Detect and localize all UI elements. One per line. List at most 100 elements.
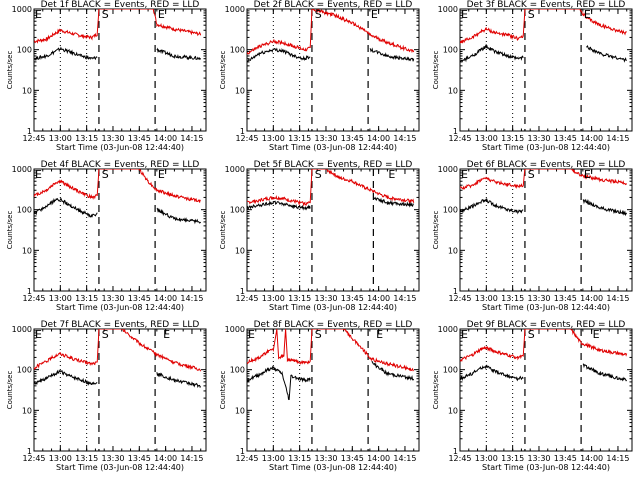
x-tick-label: 13:45 [128, 294, 151, 303]
x-tick-label: 13:00 [262, 454, 285, 463]
y-axis-label: Counts/sec [219, 51, 227, 90]
y-tick-label: 10 [448, 86, 458, 95]
y-axis-label: Counts/sec [6, 51, 14, 90]
x-tick-label: 13:15 [501, 294, 524, 303]
y-tick-label: 1 [27, 287, 32, 296]
panel-det-7: Det 7f BLACK = Events, RED = LLD 1 10 100 10… [6, 320, 207, 472]
x-tick-label: 13:15 [75, 134, 98, 143]
lld-trace [247, 169, 415, 207]
panel-det-3: Det 3f BLACK = Events, RED = LLD 1 10 100 10… [432, 0, 633, 152]
plot-frame [33, 168, 207, 292]
x-tick-label: 12:45 [448, 454, 471, 463]
y-tick-label: 1000 [12, 165, 32, 174]
y-tick-label: 10 [448, 246, 458, 255]
lld-trace [34, 169, 201, 203]
y-tick-label: 10 [22, 86, 32, 95]
panel-title: Det 8f BLACK = Events, RED = LLD [254, 320, 413, 330]
events-trace [34, 46, 202, 62]
plot-frame [246, 328, 420, 452]
events-trace [460, 43, 627, 63]
x-tick-label: 13:00 [475, 454, 498, 463]
x-tick-label: 14:15 [180, 134, 203, 143]
y-tick-label: 1000 [438, 325, 458, 334]
plot-frame [33, 8, 207, 132]
y-axis-label: Counts/sec [219, 371, 227, 410]
y-tick-label: 1000 [438, 5, 458, 14]
marker-e: E [584, 8, 591, 21]
y-tick-label: 1 [453, 447, 458, 456]
y-tick-label: 100 [443, 206, 458, 215]
x-tick-label: 13:00 [475, 134, 498, 143]
x-tick-label: 13:45 [128, 454, 151, 463]
x-axis-label: Start Time (03-Jun-08 12:44:40) [269, 303, 397, 312]
marker-e: E [376, 328, 383, 341]
lld-trace [460, 169, 628, 190]
marker-s: S [315, 8, 322, 21]
x-tick-label: 13:45 [554, 454, 577, 463]
y-tick-label: 1 [27, 127, 32, 136]
x-axis-label: Start Time (03-Jun-08 12:44:40) [269, 143, 397, 152]
marker-e: E [35, 8, 42, 21]
y-tick-label: 10 [235, 406, 245, 415]
y-axis-label: Counts/sec [432, 51, 440, 90]
x-tick-label: 12:45 [448, 134, 471, 143]
lld-trace [247, 329, 414, 372]
plot-frame [33, 328, 207, 452]
x-tick-label: 13:45 [554, 134, 577, 143]
panel-title: Det 2f BLACK = Events, RED = LLD [254, 0, 413, 10]
marker-s: S [315, 168, 322, 181]
lld-trace [34, 329, 202, 372]
panel-det-4: Det 4f BLACK = Events, RED = LLD 1 10 100 10… [6, 160, 207, 312]
x-tick-label: 14:00 [580, 454, 603, 463]
x-tick-label: 13:30 [101, 294, 124, 303]
panel-det-9: Det 9f BLACK = Events, RED = LLD 1 10 100 10… [432, 320, 633, 472]
y-tick-label: 1 [240, 447, 245, 456]
marker-s: S [102, 168, 109, 181]
marker-e: E [388, 168, 395, 181]
marker-e: E [35, 328, 42, 341]
x-tick-label: 14:15 [393, 134, 416, 143]
lld-trace [34, 9, 202, 44]
y-tick-label: 1000 [12, 5, 32, 14]
x-tick-label: 12:45 [235, 454, 258, 463]
x-tick-label: 12:45 [22, 134, 45, 143]
x-axis-label: Start Time (03-Jun-08 12:44:40) [56, 463, 184, 472]
x-tick-label: 13:15 [75, 454, 98, 463]
x-axis-label: Start Time (03-Jun-08 12:44:40) [482, 143, 610, 152]
plot-frame [246, 168, 420, 292]
events-trace [34, 369, 202, 389]
x-tick-label: 14:15 [180, 294, 203, 303]
y-tick-label: 1 [453, 127, 458, 136]
y-tick-label: 100 [230, 46, 245, 55]
y-tick-label: 1000 [438, 165, 458, 174]
panel-det-6: Det 6f BLACK = Events, RED = LLD 1 10 100 10… [432, 160, 633, 312]
events-trace [34, 197, 202, 225]
x-tick-label: 12:45 [235, 294, 258, 303]
x-tick-label: 13:15 [288, 134, 311, 143]
x-axis-label: Start Time (03-Jun-08 12:44:40) [482, 463, 610, 472]
y-axis-label: Counts/sec [6, 371, 14, 410]
y-tick-label: 100 [230, 206, 245, 215]
events-trace [460, 197, 628, 217]
lld-trace [460, 9, 628, 44]
lld-trace [460, 329, 628, 362]
marker-e: E [593, 328, 600, 341]
panel-title: Det 3f BLACK = Events, RED = LLD [467, 0, 626, 10]
x-tick-label: 13:15 [501, 134, 524, 143]
x-axis-label: Start Time (03-Jun-08 12:44:40) [56, 143, 184, 152]
x-axis-label: Start Time (03-Jun-08 12:44:40) [482, 303, 610, 312]
x-tick-label: 13:15 [501, 454, 524, 463]
x-tick-label: 14:15 [393, 294, 416, 303]
x-tick-label: 13:00 [262, 134, 285, 143]
x-tick-label: 13:00 [49, 454, 72, 463]
x-tick-label: 14:15 [180, 454, 203, 463]
y-tick-label: 100 [17, 46, 32, 55]
marker-s: S [102, 8, 109, 21]
x-tick-label: 14:15 [393, 454, 416, 463]
marker-s: S [528, 168, 535, 181]
panel-title: Det 7f BLACK = Events, RED = LLD [41, 320, 200, 330]
y-tick-label: 1 [27, 447, 32, 456]
x-tick-label: 14:00 [367, 294, 390, 303]
marker-e: E [35, 168, 42, 181]
y-tick-label: 1 [453, 287, 458, 296]
